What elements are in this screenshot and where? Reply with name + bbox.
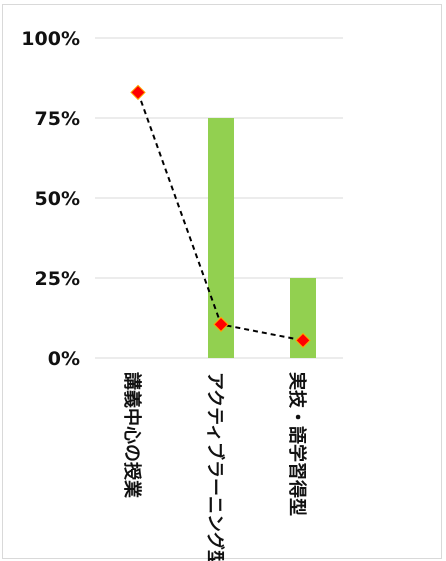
y-tick-label: 100% bbox=[21, 28, 80, 50]
diamond-marker bbox=[130, 84, 146, 101]
y-tick-label: 25% bbox=[35, 268, 80, 290]
category-label: 講義中心の授業 bbox=[121, 372, 143, 499]
diamond-marker bbox=[213, 316, 229, 333]
y-tick-label: 50% bbox=[35, 188, 80, 210]
y-axis-tick-labels: 0% 25% 50% 75% 100% bbox=[21, 28, 80, 370]
line-markers bbox=[130, 84, 311, 349]
x-axis-category-labels: 講義中心の授業 アクティブラーニング型 実技・語学習得型 bbox=[121, 372, 308, 561]
y-tick-label: 0% bbox=[48, 348, 80, 370]
category-label: アクティブラーニング型 bbox=[204, 372, 226, 561]
diamond-marker bbox=[295, 332, 311, 349]
y-tick-label: 75% bbox=[35, 108, 80, 130]
category-label: 実技・語学習得型 bbox=[286, 372, 308, 516]
